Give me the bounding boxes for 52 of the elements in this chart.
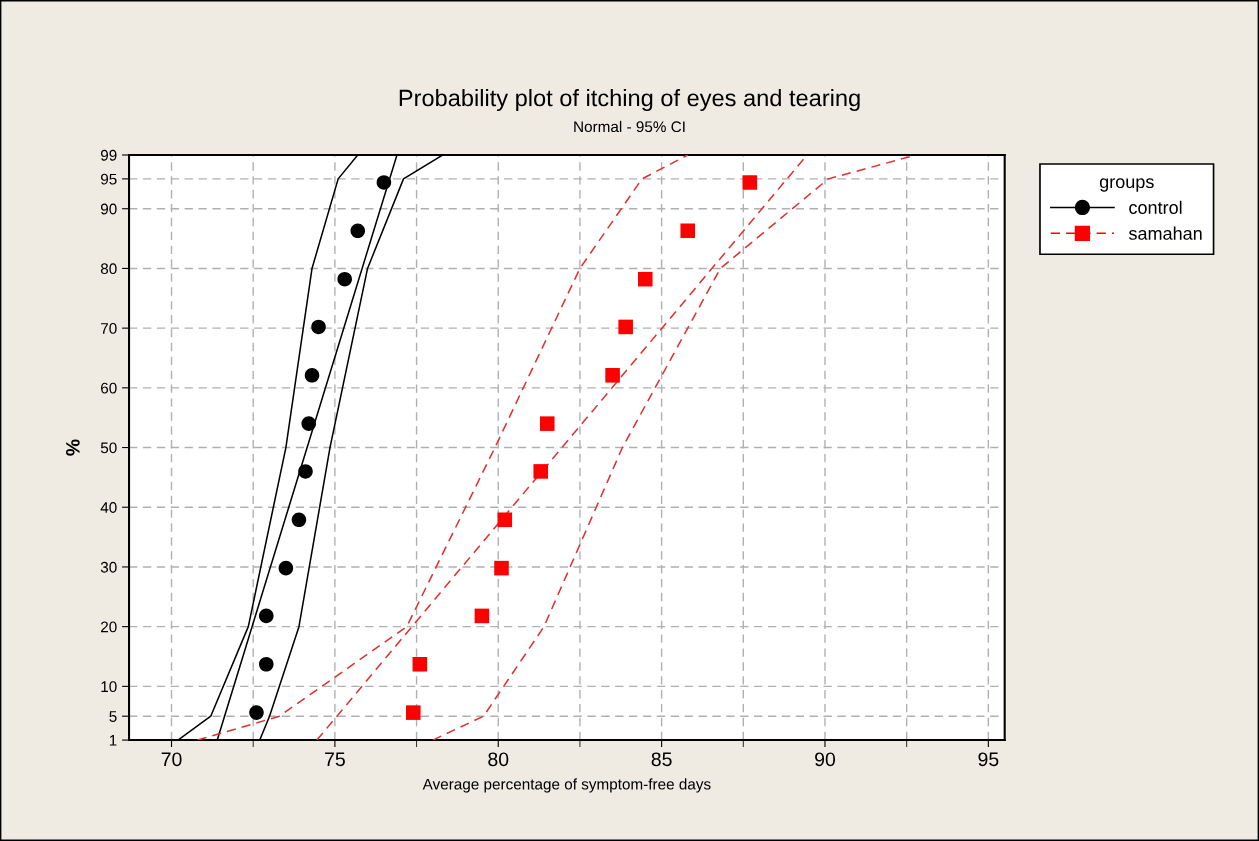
x-axis-title: Average percentage of symptom-free days	[422, 778, 711, 793]
x-tick-label: 90	[815, 752, 836, 767]
point	[742, 175, 758, 190]
y-tick-label: 5	[109, 711, 117, 722]
point	[497, 512, 513, 528]
y-tick-label: 1	[109, 735, 117, 746]
y-tick-label: 80	[100, 263, 117, 275]
y-tick-label: 20	[101, 621, 117, 633]
point	[298, 464, 313, 479]
point	[406, 705, 421, 720]
point	[539, 416, 555, 431]
point	[337, 271, 352, 287]
x-tick-label: 85	[651, 752, 672, 767]
point	[605, 368, 620, 383]
point	[638, 271, 653, 287]
x-tick-label: 70	[161, 752, 182, 767]
point	[291, 512, 307, 528]
point	[618, 319, 633, 335]
point	[311, 319, 326, 335]
line-series	[196, 155, 689, 741]
point	[278, 560, 294, 576]
y-tick-label: 60	[101, 382, 117, 394]
point	[533, 464, 549, 479]
y-axis-title: %	[66, 439, 80, 456]
chart-title: Probability plot of itching of eyes and tearing	[399, 89, 860, 111]
y-tick-label: 70	[101, 323, 117, 334]
point	[301, 416, 317, 431]
legend-title: groups	[1099, 178, 1154, 192]
y-tick-label: 90	[100, 203, 117, 215]
point	[474, 608, 490, 624]
y-tick-label: 40	[100, 502, 117, 513]
y-tick-label: 95	[100, 173, 117, 185]
point	[680, 223, 696, 239]
x-tick-label: 75	[325, 752, 345, 767]
x-tick-label: 80	[488, 752, 509, 767]
y-tick-label: 99	[100, 149, 117, 161]
point	[350, 223, 366, 239]
y-tick-label: 50	[100, 442, 117, 454]
point	[494, 560, 509, 576]
legend-label: samahan	[1128, 226, 1202, 240]
chart-subtitle: Normal - 95% CI	[574, 120, 685, 133]
x-tick-label: 95	[978, 752, 999, 767]
y-tick-label: 10	[101, 681, 117, 693]
legend-label: control	[1129, 200, 1182, 214]
point	[304, 368, 320, 383]
line-series	[432, 155, 913, 741]
point	[249, 705, 264, 720]
y-tick-label: 30	[100, 561, 117, 573]
point	[412, 656, 428, 672]
point	[258, 656, 274, 672]
point	[376, 175, 392, 190]
point	[258, 608, 274, 624]
